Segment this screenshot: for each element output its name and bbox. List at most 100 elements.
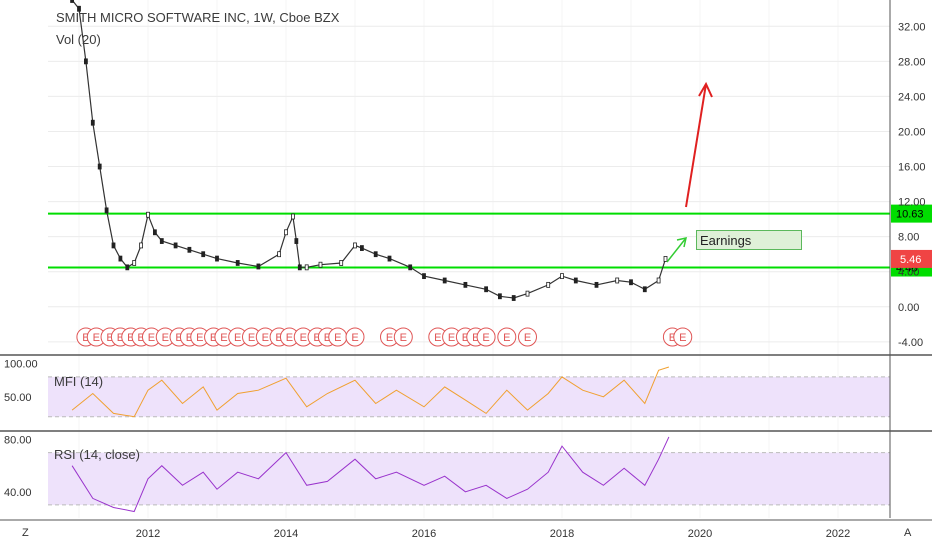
red-up-arrow-shaft <box>685 83 707 208</box>
x-tick-label: 2012 <box>136 528 160 540</box>
earnings-marker-label: E <box>679 332 686 344</box>
earnings-marker-label: E <box>462 332 469 344</box>
z-button[interactable]: Z <box>22 527 29 539</box>
earnings-marker-label: E <box>434 332 441 344</box>
oscillator-tick-label: 50.00 <box>4 392 32 404</box>
x-tick-label: 2014 <box>274 528 298 540</box>
price-candle <box>642 286 647 293</box>
mfi-title: MFI (14) <box>54 374 104 389</box>
volume-label: Vol (20) <box>56 32 101 47</box>
price-candle <box>284 229 288 236</box>
earnings-marker[interactable]: E <box>476 327 496 347</box>
price-candle <box>70 0 74 3</box>
earnings-marker[interactable]: E <box>673 327 693 347</box>
earnings-marker-label: E <box>148 332 155 344</box>
earnings-marker[interactable]: E <box>518 327 537 347</box>
earnings-marker[interactable]: E <box>86 327 106 347</box>
price-candle <box>77 5 81 12</box>
price-candle <box>84 58 88 65</box>
price-candle <box>125 264 130 271</box>
earnings-marker[interactable]: E <box>293 327 313 347</box>
a-button[interactable]: A <box>904 527 912 539</box>
price-candle <box>373 251 378 258</box>
price-candle <box>546 281 551 288</box>
x-tick-label: 2020 <box>688 528 712 540</box>
price-candle <box>442 277 447 284</box>
earnings-marker-label: E <box>262 332 269 344</box>
price-tick-label: 8.00 <box>898 232 919 244</box>
earnings-marker-label: E <box>334 332 341 344</box>
price-candle <box>629 279 633 286</box>
earnings-marker[interactable]: E <box>393 327 413 347</box>
earnings-marker-label: E <box>448 332 455 344</box>
last-price-label-bg <box>891 249 932 268</box>
earnings-marker-label: E <box>324 332 331 344</box>
earnings-marker-circle <box>518 327 537 347</box>
earnings-marker-label: E <box>220 332 227 344</box>
price-candle <box>132 260 137 266</box>
price-candle <box>235 260 240 266</box>
x-tick-label: 2018 <box>550 528 574 540</box>
earnings-marker-label: E <box>162 332 169 344</box>
price-candle <box>525 290 530 297</box>
oscillator-tick-label: 100.00 <box>4 359 38 371</box>
earnings-marker[interactable]: E <box>345 327 365 347</box>
price-candle <box>387 255 392 262</box>
rsi-line <box>71 436 670 513</box>
price-candle <box>201 251 206 258</box>
level-label: 10.63 <box>896 209 924 221</box>
price-candle <box>408 264 413 271</box>
earnings-marker[interactable]: E <box>255 327 275 347</box>
price-candle <box>484 286 489 293</box>
oscillator-band <box>48 452 890 505</box>
price-candle <box>297 264 302 271</box>
price-tick-label: 28.00 <box>898 56 926 68</box>
price-candle <box>304 264 309 271</box>
earnings-marker[interactable]: E <box>328 327 348 347</box>
earnings-marker[interactable]: E <box>497 327 517 347</box>
price-tick-label: 20.00 <box>898 126 926 138</box>
earnings-marker[interactable]: E <box>428 327 448 347</box>
earnings-marker-label: E <box>196 332 203 344</box>
price-candle <box>97 163 102 170</box>
earnings-marker-label: E <box>482 332 489 344</box>
earnings-marker-label: E <box>503 332 510 344</box>
earnings-marker-label: E <box>137 332 144 344</box>
price-candle <box>104 207 109 214</box>
price-candle <box>353 242 357 249</box>
price-candle <box>573 277 578 284</box>
last-price-label: 5.46 <box>900 254 921 266</box>
level-label-bg <box>891 204 932 223</box>
earnings-annotation[interactable]: Earnings <box>696 230 802 250</box>
price-candle <box>463 281 468 288</box>
price-candle <box>359 245 364 251</box>
price-candle <box>159 238 164 244</box>
price-candle <box>187 246 192 253</box>
earnings-marker-label: E <box>286 332 293 344</box>
earnings-marker-label: E <box>82 332 89 344</box>
earnings-marker-circle <box>345 327 365 347</box>
price-candle <box>594 281 599 288</box>
earnings-marker-label: E <box>300 332 307 344</box>
price-candle <box>511 295 516 301</box>
horizontal-levels[interactable]: 10.634.485.46 <box>48 204 932 277</box>
earnings-marker-label: E <box>669 332 676 344</box>
earnings-marker-label: E <box>117 332 124 344</box>
earnings-marker-label: E <box>351 332 358 344</box>
price-candle <box>290 213 295 220</box>
earnings-marker-circle <box>673 327 693 347</box>
x-tick-label: 2022 <box>826 528 850 540</box>
price-tick-label: -4.00 <box>898 337 923 349</box>
price-tick-label: 0.00 <box>898 302 919 314</box>
price-candle <box>152 229 157 236</box>
earnings-marker-label: E <box>524 332 531 344</box>
earnings-marker-label: E <box>313 332 320 344</box>
price-candle <box>277 251 282 258</box>
price-candle <box>339 260 344 266</box>
price-candle <box>118 255 123 262</box>
price-candle <box>663 256 668 262</box>
price-candle <box>560 273 564 280</box>
